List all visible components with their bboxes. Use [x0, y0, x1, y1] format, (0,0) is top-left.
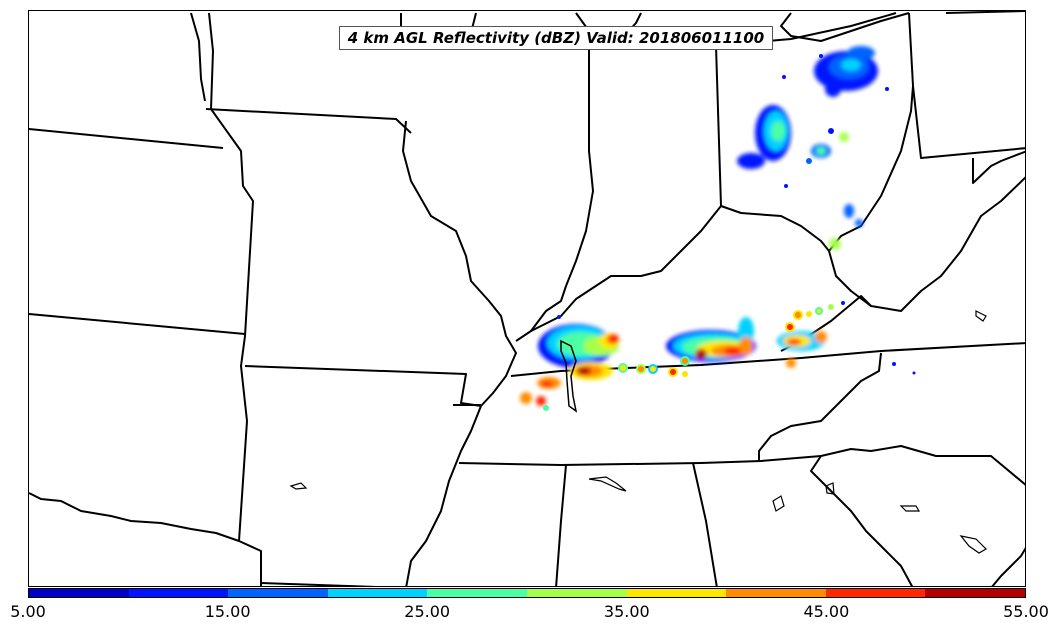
reflectivity-echoes	[520, 46, 916, 413]
colorbar-tick-label: 5.00	[10, 602, 46, 621]
colorbar-segment	[626, 589, 727, 597]
border-wv	[828, 150, 1025, 312]
border-ga-sc	[810, 455, 914, 586]
border-tn-ky	[510, 342, 1025, 377]
border-ms-al	[555, 464, 567, 586]
border-in-oh	[585, 40, 722, 207]
basemap	[29, 11, 1025, 586]
colorbar	[28, 588, 1026, 598]
map-title: 4 km AGL Reflectivity (dBZ) Valid: 20180…	[339, 26, 773, 50]
border-ar-la	[260, 582, 378, 586]
coastline	[991, 547, 1025, 586]
lake-erie-shore	[780, 12, 910, 42]
border-ok-tx	[29, 492, 240, 542]
border-ks-mo	[208, 12, 262, 586]
map-panel: 4 km AGL Reflectivity (dBZ) Valid: 20180…	[28, 10, 1026, 587]
border-in-west	[530, 36, 594, 332]
border-mo-north	[29, 128, 224, 149]
border-ny-pa	[945, 11, 1025, 14]
colorbar-segment	[128, 589, 229, 597]
colorbar-segment	[925, 589, 1025, 597]
colorbar-segment	[726, 589, 826, 597]
border-al-ga	[692, 462, 718, 586]
colorbar-segment	[327, 589, 428, 597]
colorbar-segment	[427, 589, 527, 597]
state-boundaries	[29, 11, 1025, 586]
colorbar-segment	[825, 589, 926, 597]
colorbar-tick-label: 35.00	[603, 602, 650, 621]
colorbar-tick-label: 25.00	[404, 602, 451, 621]
colorbar-segment	[29, 589, 129, 597]
colorbar-tick-label: 55.00	[1003, 602, 1049, 621]
colorbar-segment	[526, 589, 627, 597]
border-sc-nc	[820, 445, 1025, 486]
lakes	[289, 310, 987, 554]
border-ks-ok	[29, 313, 246, 335]
border-tn-south	[458, 455, 822, 466]
border-oh-pa	[908, 12, 1025, 159]
kentucky-lake	[560, 339, 578, 413]
colorbar-segment	[228, 589, 328, 597]
border-mo-ar	[244, 365, 482, 407]
colorbar-tick-label: 45.00	[803, 602, 850, 621]
ohio-river	[515, 85, 914, 342]
border-ia-mo	[205, 108, 412, 134]
mississippi-river	[190, 12, 517, 586]
colorbar-tick-label: 15.00	[204, 602, 251, 621]
border-tn-nc	[758, 352, 882, 461]
